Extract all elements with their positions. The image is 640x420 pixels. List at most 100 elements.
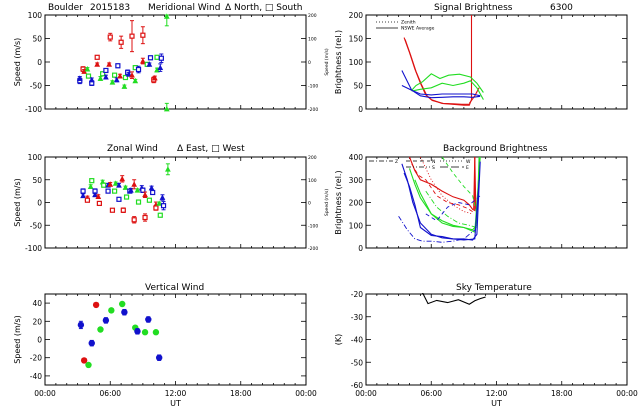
legend-label: S	[432, 165, 435, 171]
dot-marker	[92, 301, 100, 309]
data-point-red-triangle	[117, 73, 123, 79]
square-marker	[150, 189, 156, 196]
x-tick-label: 18:00	[551, 389, 573, 398]
data-point-red-triangle	[151, 74, 158, 81]
data-point-red-triangle	[131, 179, 138, 190]
square-marker	[96, 200, 102, 207]
data-point-red-dot	[92, 301, 100, 309]
triangle-marker	[80, 192, 86, 199]
data-point-blue-square	[103, 67, 109, 74]
data-point-green-dot	[85, 361, 92, 369]
square-marker	[115, 63, 121, 69]
square-marker	[111, 72, 118, 78]
right-y-tick-label: -100	[308, 223, 318, 229]
series-line-sky-temp	[422, 293, 486, 305]
right-y-tick-label: 100	[308, 178, 317, 184]
y-tick-label: 50	[32, 35, 42, 44]
y-tick-label: 100	[349, 221, 364, 230]
square-marker	[85, 73, 92, 79]
triangle-marker	[122, 184, 129, 190]
dot-marker	[141, 329, 149, 336]
square-marker	[80, 188, 86, 194]
right-y-tick-label: 100	[308, 37, 317, 43]
triangle-marker	[117, 73, 123, 79]
data-point-green-triangle	[121, 83, 128, 89]
y-axis-label: Speed (m/s)	[13, 178, 22, 227]
data-point-red-square	[94, 54, 100, 60]
series-line-red-tail	[468, 87, 480, 104]
data-point-blue-square	[116, 196, 122, 202]
dot-marker	[108, 307, 115, 314]
triangle-marker	[131, 181, 138, 187]
data-point-red-square	[129, 20, 135, 53]
x-tick-label: 12:00	[486, 389, 508, 398]
triangle-marker	[146, 61, 153, 67]
square-marker	[101, 182, 107, 188]
dot-marker	[134, 328, 141, 335]
y-tick-label: -40	[30, 372, 42, 381]
data-point-red-triangle	[142, 191, 148, 198]
series-line-blue-2	[401, 85, 481, 99]
data-point-blue-triangle	[92, 191, 98, 198]
data-point-blue-triangle	[157, 63, 164, 72]
panel-title: Sky Temperature	[456, 283, 532, 293]
x-tick-label: 12:00	[165, 389, 187, 398]
data-point-blue-square	[147, 55, 154, 61]
triangle-marker	[76, 75, 83, 81]
square-marker	[122, 74, 129, 81]
data-point-green-square	[89, 178, 95, 184]
triangle-marker	[142, 191, 148, 198]
triangle-marker	[107, 181, 114, 187]
series-line-green-4	[425, 190, 478, 228]
triangle-marker	[128, 187, 134, 193]
data-point-blue-triangle	[159, 194, 166, 201]
data-point-red-square	[118, 35, 124, 49]
right-y-tick-label: 200	[308, 13, 317, 19]
plot-frame	[44, 293, 307, 386]
data-point-green-dot	[108, 307, 115, 314]
right-y-tick-label: 0	[308, 201, 311, 207]
square-marker	[140, 187, 146, 193]
square-marker	[89, 178, 95, 184]
y-tick-label: 0	[358, 105, 363, 114]
y-tick-label: 100	[28, 153, 43, 162]
data-point-red-square	[131, 216, 137, 224]
data-point-blue-dot	[102, 317, 110, 324]
panel-sky-temperature: Sky Temperature 00:00 06:00 12:00 18:00 00:0…	[334, 283, 638, 408]
legend-label: W	[466, 159, 471, 165]
dot-marker	[77, 321, 85, 329]
data-point-blue-triangle	[88, 76, 95, 83]
dot-marker	[85, 361, 92, 369]
data-point-green-dot	[119, 300, 126, 308]
data-point-green-triangle	[163, 102, 170, 112]
triangle-marker	[106, 61, 113, 67]
triangle-marker	[112, 180, 119, 186]
data-point-green-triangle	[84, 65, 91, 72]
dot-marker	[88, 339, 95, 347]
series-line-red-vert	[473, 156, 477, 210]
series-line-blue-4	[425, 195, 481, 222]
square-marker	[109, 207, 116, 213]
triangle-marker	[125, 71, 132, 77]
data-point-red-square	[84, 197, 91, 203]
panel-title: Meridional Wind	[148, 3, 220, 13]
wavelength-label: 6300	[550, 3, 573, 13]
data-point-green-square	[111, 188, 118, 194]
data-point-blue-dot	[145, 316, 152, 323]
data-point-blue-dot	[121, 308, 128, 316]
legend-label: N	[432, 159, 435, 165]
series-line-red-1	[408, 156, 476, 212]
square-marker	[84, 197, 91, 203]
square-marker	[131, 217, 137, 223]
legend-label: Z	[395, 159, 398, 165]
y-tick-label: 100	[28, 11, 43, 20]
series-line-blue-2	[403, 172, 480, 241]
data-point-green-triangle	[134, 187, 141, 193]
x-tick-label: 18:00	[230, 389, 252, 398]
panel-title: Vertical Wind	[145, 283, 204, 293]
triangle-marker	[95, 193, 102, 199]
panel-meridional-wind: Meridional Wind Δ North, □ South 100 50 0 -…	[13, 3, 330, 114]
x-axis-label: UT	[170, 399, 181, 408]
data-point-red-triangle	[107, 181, 114, 187]
right-y-tick-label: -200	[308, 107, 318, 113]
